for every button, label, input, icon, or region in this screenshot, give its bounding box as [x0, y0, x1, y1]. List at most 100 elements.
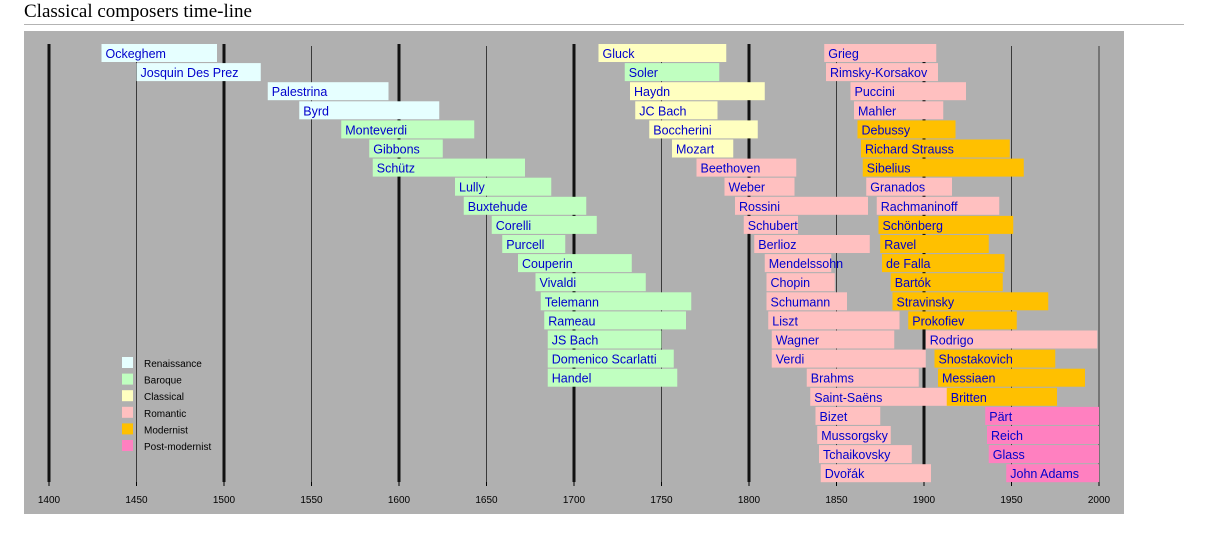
- x-tick-label: 1750: [650, 495, 673, 506]
- composer-label: Telemann: [545, 295, 599, 309]
- composer-bar: [696, 158, 797, 177]
- composer-bar: [101, 44, 217, 62]
- composer-bar: [724, 177, 795, 196]
- composer-label: Schütz: [377, 162, 415, 176]
- composer-bar: [890, 273, 1003, 292]
- composer-bars: Ockeghem Josquin Des Prez Palestrina Byrd Mo…: [101, 44, 1099, 483]
- composer-label: Berlioz: [758, 238, 796, 252]
- composer-bar: [518, 254, 632, 273]
- composer-bar: [771, 330, 895, 349]
- composer-label: Gluck: [603, 47, 636, 61]
- legend-swatch: [122, 440, 133, 451]
- composer-bar: [766, 292, 847, 311]
- composer-bar: [341, 120, 475, 139]
- composer-bar: [876, 196, 1000, 215]
- composer-label: Soler: [629, 66, 658, 80]
- composer-label: Josquin Des Prez: [141, 66, 239, 80]
- composer-label: Monteverdi: [345, 123, 407, 137]
- composer-label: Palestrina: [272, 85, 328, 99]
- composer-bar: [878, 215, 1014, 234]
- composer-bar: [630, 82, 765, 101]
- composer-bar: [988, 445, 1099, 464]
- composer-bar: [735, 196, 868, 215]
- x-tick-label: 1550: [300, 495, 323, 506]
- composer-label: Tchaikovsky: [823, 448, 891, 462]
- composer-bar: [754, 235, 870, 253]
- composer-label: Messiaen: [942, 372, 996, 386]
- composer-label: Domenico Scarlatti: [552, 353, 657, 367]
- x-tick-label: 1650: [475, 495, 498, 506]
- composer-bar: [136, 63, 261, 82]
- composer-label: Glass: [993, 448, 1025, 462]
- composer-label: Granados: [870, 181, 925, 195]
- composer-label: Brahms: [811, 372, 854, 386]
- composer-label: Liszt: [772, 314, 798, 328]
- composer-bar: [1006, 464, 1099, 483]
- composer-bar: [946, 387, 1057, 406]
- composer-bar: [861, 139, 1010, 158]
- composer-label: Buxtehude: [468, 200, 528, 214]
- composer-bar: [624, 63, 720, 82]
- composer-label: Britten: [951, 391, 987, 405]
- composer-bar: [672, 139, 734, 158]
- composer-label: Puccini: [855, 85, 895, 99]
- composer-bar: [502, 235, 566, 253]
- composer-label: Bartók: [895, 276, 932, 290]
- composer-label: Debussy: [862, 123, 911, 137]
- composer-bar: [463, 196, 587, 215]
- legend-swatch: [122, 357, 133, 368]
- composer-bar: [824, 44, 937, 62]
- composer-label: Richard Strauss: [865, 143, 954, 157]
- composer-bar: [817, 426, 891, 444]
- composer-label: Rimsky-Korsakov: [830, 66, 928, 80]
- composer-bar: [635, 101, 718, 120]
- composer-label: Haydn: [634, 85, 670, 99]
- composer-bar: [892, 292, 1049, 311]
- composer-label: John Adams: [1010, 467, 1079, 481]
- composer-bar: [598, 44, 727, 62]
- legend-label: Renaissance: [144, 359, 202, 370]
- composer-label: Chopin: [771, 276, 811, 290]
- composer-bar: [491, 215, 597, 234]
- composer-label: Reich: [991, 429, 1023, 443]
- x-tick-label: 1450: [125, 495, 148, 506]
- composer-label: Verdi: [776, 353, 805, 367]
- x-tick-label: 1600: [388, 495, 411, 506]
- composer-bar: [882, 254, 1005, 273]
- composer-label: Byrd: [303, 104, 329, 118]
- x-axis: 1400 1450 1500 1550 1600 1650 1700 1750 1800 1850…: [38, 482, 1111, 506]
- composer-label: Weber: [729, 181, 766, 195]
- composer-bar: [925, 330, 1098, 349]
- composer-bar: [826, 63, 938, 82]
- composer-bar: [938, 368, 1085, 387]
- composer-bar: [987, 426, 1099, 444]
- composer-label: JS Bach: [552, 334, 599, 348]
- page-title: Classical composers time-line: [24, 1, 252, 22]
- composer-label: Rossini: [739, 200, 780, 214]
- composer-label: Schumann: [771, 295, 831, 309]
- composer-bar: [547, 330, 662, 349]
- composer-bar: [862, 158, 1024, 177]
- x-tick-label: 1950: [1000, 495, 1023, 506]
- composer-label: Mahler: [858, 104, 896, 118]
- composer-label: Ravel: [884, 238, 916, 252]
- composer-bar: [806, 368, 919, 387]
- composer-label: Lully: [459, 181, 485, 195]
- composer-bar: [743, 215, 798, 234]
- composer-label: JC Bach: [639, 104, 686, 118]
- composer-label: de Falla: [886, 257, 931, 271]
- composer-bar: [866, 177, 952, 196]
- composer-bar: [819, 445, 912, 464]
- composer-label: Rameau: [548, 314, 595, 328]
- legend-label: Baroque: [144, 376, 182, 387]
- composer-label: Purcell: [506, 238, 544, 252]
- composer-bar: [820, 464, 931, 483]
- x-tick-label: 1700: [563, 495, 586, 506]
- composer-bar: [544, 311, 686, 330]
- composer-bar: [908, 311, 1017, 330]
- legend-swatch: [122, 373, 133, 385]
- composer-label: Sibelius: [867, 162, 911, 176]
- composer-bar: [766, 273, 835, 292]
- composer-bar: [850, 82, 966, 101]
- composer-label: Boccherini: [653, 123, 711, 137]
